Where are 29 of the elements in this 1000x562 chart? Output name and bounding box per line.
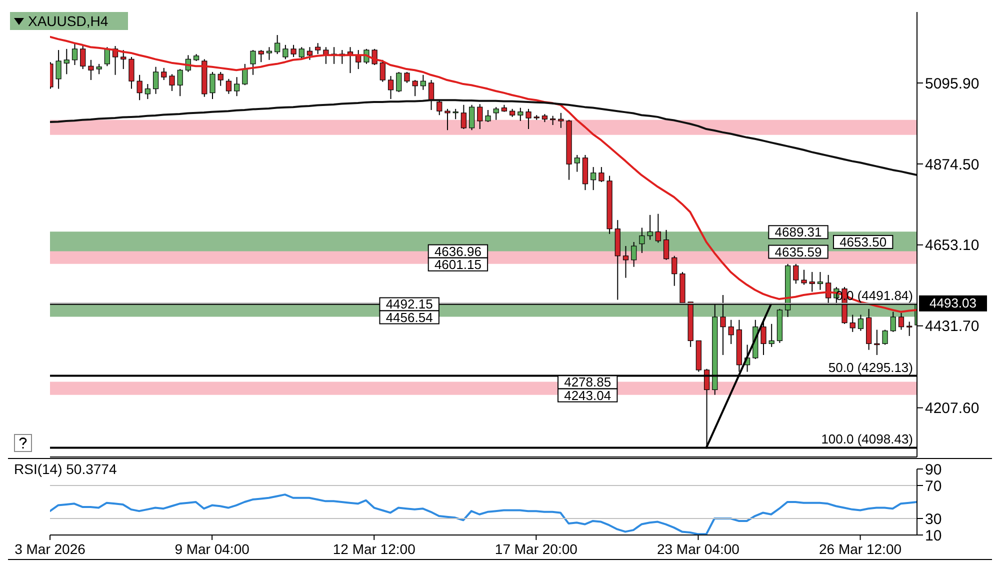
annotation: 4601.15	[434, 256, 482, 272]
chart-title: RSI(14) 50.3774	[14, 461, 117, 477]
ref-line-label: 4493.03	[930, 295, 976, 310]
x-tick-label: 12 Mar 12:00	[332, 541, 416, 557]
ref-line-label: 100.0 (4098.43)	[821, 432, 913, 447]
x-tick-label: 26 Mar 12:00	[819, 541, 902, 557]
annotation: 4653.50	[840, 234, 887, 250]
x-tick-label: 17 Mar 20:00	[494, 541, 578, 557]
y-tick-label: 30	[925, 510, 942, 528]
y-tick-label: 4653.10	[925, 237, 980, 254]
y-tick-label: 90	[925, 461, 942, 478]
annotation: 4689.31	[774, 224, 822, 240]
y-tick-label: 4431.70	[925, 318, 980, 336]
annotation: 4492.15	[386, 296, 433, 312]
x-tick-label: 23 Mar 04:00	[656, 541, 740, 557]
x-tick-label: 9 Mar 04:00	[174, 541, 250, 557]
ref-line-label: 50.0 (4295.13)	[828, 360, 913, 375]
x-tick-label: 3 Mar 2026	[14, 541, 86, 557]
y-tick-label: 10	[925, 527, 942, 544]
y-tick-label: 4207.60	[925, 400, 980, 418]
y-tick-label: 70	[925, 478, 942, 495]
chart-title: XAUUSD,H4	[28, 13, 108, 29]
annotation: 4278.85	[564, 374, 612, 390]
annotation: 4635.59	[774, 244, 822, 260]
annotation: 4243.04	[564, 388, 612, 403]
y-tick-label: 5095.90	[925, 75, 980, 92]
annotation: 4456.54	[386, 310, 433, 325]
y-tick-label: 4874.50	[925, 156, 980, 174]
annotation: 4636.96	[434, 244, 482, 259]
